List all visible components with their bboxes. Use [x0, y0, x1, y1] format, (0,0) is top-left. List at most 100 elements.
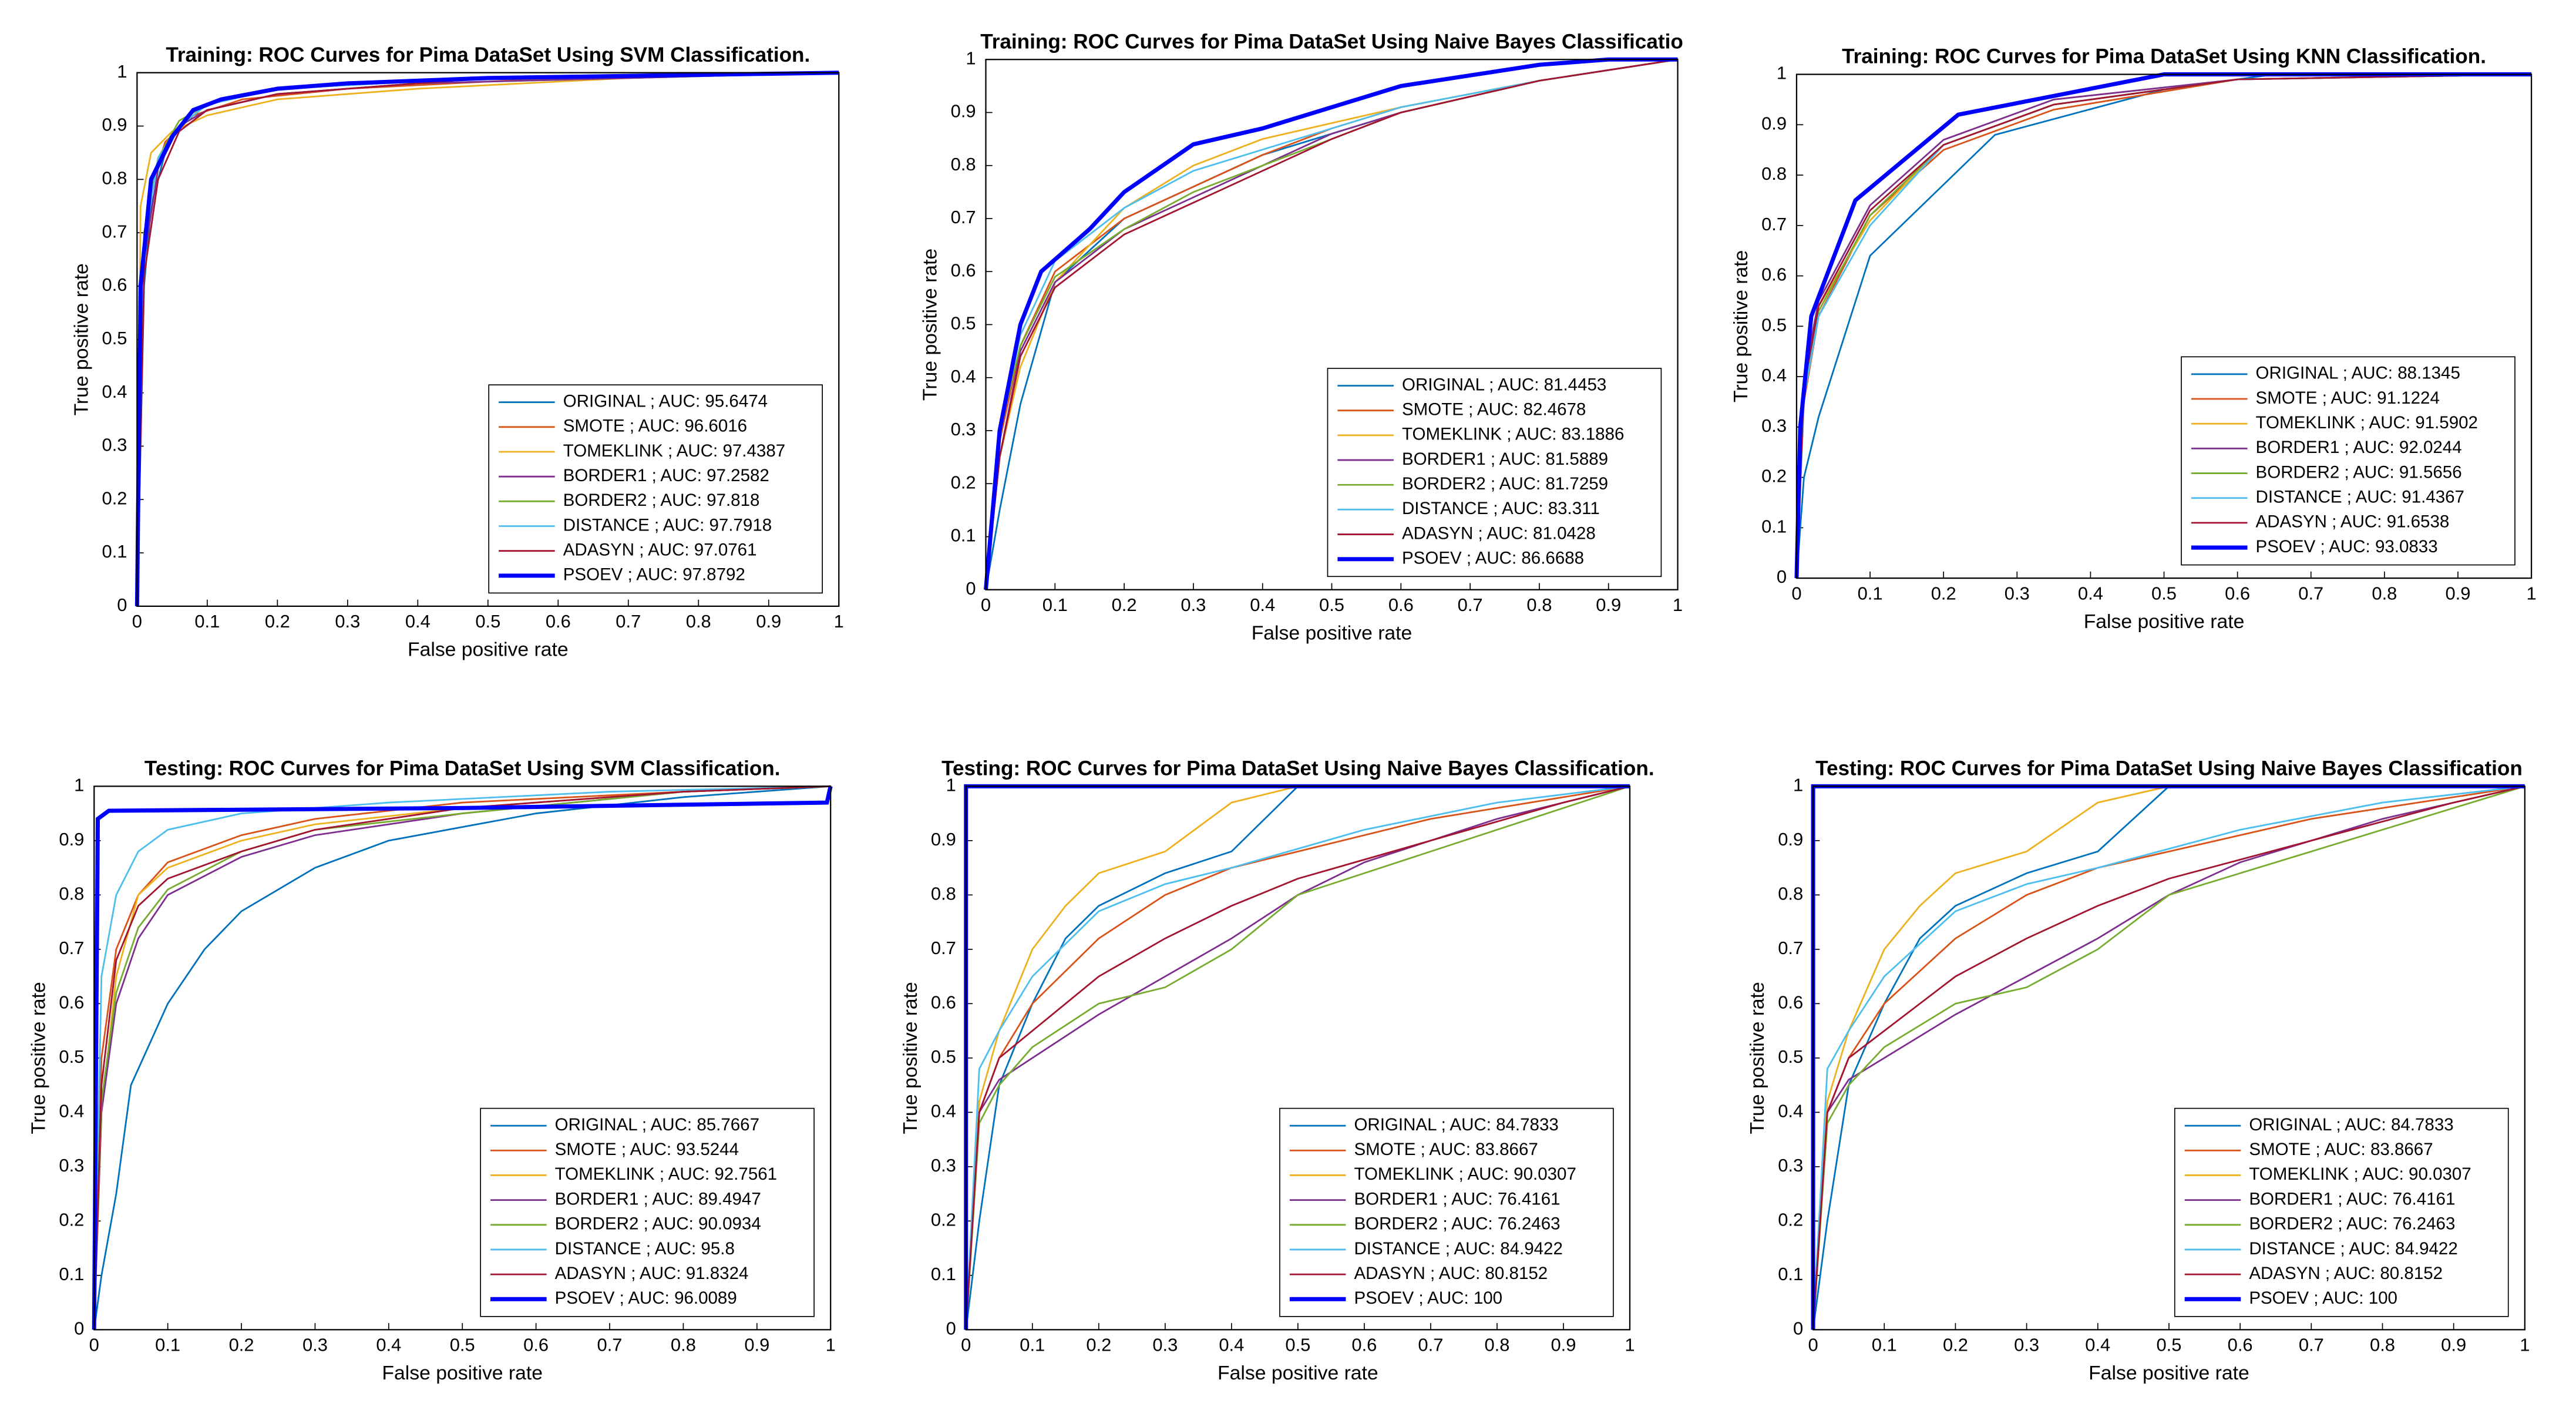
axes-box: [985, 59, 1679, 590]
x-tick-label: 0.5: [450, 1335, 475, 1355]
y-tick-label: 0.1: [1778, 1264, 1803, 1284]
x-axis-label: False positive rate: [2089, 1362, 2249, 1384]
roc-curve: [92, 785, 833, 1330]
legend-label: PSOEV ; AUC: 96.0089: [555, 1288, 737, 1308]
legend-label: ADASYN ; AUC: 97.0761: [563, 540, 757, 559]
y-tick-label: 0.2: [59, 1209, 84, 1230]
y-axis-label: True positive rate: [27, 982, 49, 1134]
x-tick-label: 1: [2520, 1335, 2530, 1355]
y-tick-label: 1: [966, 48, 976, 68]
y-tick-label: 0.3: [931, 1155, 956, 1176]
roc-curve: [134, 70, 839, 606]
y-tick-label: 0: [966, 578, 976, 599]
x-tick-label: 0.3: [1152, 1335, 1178, 1355]
x-tick-label: 0.5: [2156, 1335, 2181, 1355]
legend-label: TOMEKLINK ; AUC: 92.7561: [555, 1164, 777, 1184]
legend-label: PSOEV ; AUC: 97.8792: [563, 565, 745, 585]
x-tick-label: 0.2: [1943, 1335, 1968, 1355]
y-tick-label: 0.6: [102, 274, 127, 295]
axes-box: [93, 785, 832, 1331]
roc-curve: [1812, 785, 2525, 1330]
y-tick-label: 0.7: [951, 207, 976, 227]
x-tick-label: 0.3: [1181, 595, 1206, 615]
legend-label: BORDER1 ; AUC: 89.4947: [555, 1189, 761, 1208]
roc-curve: [965, 785, 1630, 1330]
legend-label: ADASYN ; AUC: 91.8324: [555, 1264, 749, 1283]
x-tick-label: 0.7: [597, 1335, 623, 1355]
x-tick-label: 0.6: [2228, 1335, 2253, 1355]
x-tick-label: 0.5: [1285, 1335, 1310, 1355]
x-tick-label: 0.2: [1931, 583, 1956, 603]
legend-label: BORDER2 ; AUC: 76.2463: [1354, 1214, 1560, 1234]
x-tick-label: 0.5: [475, 611, 500, 632]
x-tick-label: 0.5: [2151, 583, 2177, 603]
roc-curve: [93, 785, 831, 1330]
legend-label: DISTANCE ; AUC: 83.311: [1402, 499, 1600, 518]
axes-box: [1812, 785, 2525, 1331]
x-tick-label: 0.8: [1484, 1335, 1509, 1355]
axes-box: [136, 72, 840, 607]
legend-label: BORDER2 ; AUC: 97.818: [563, 491, 760, 510]
x-tick-label: 1: [2526, 583, 2536, 603]
legend-label: BORDER1 ; AUC: 81.5889: [1402, 449, 1608, 469]
x-tick-label: 0.9: [1596, 595, 1621, 615]
legend-label: PSOEV ; AUC: 100: [1354, 1288, 1502, 1308]
x-tick-label: 0.9: [1551, 1335, 1576, 1355]
legend-label: PSOEV ; AUC: 86.6688: [1402, 549, 1584, 568]
x-tick-label: 0.1: [1858, 583, 1883, 603]
x-tick-label: 0.8: [686, 611, 711, 632]
roc-curve: [965, 785, 1630, 1330]
y-tick-label: 0.8: [1761, 163, 1787, 184]
y-tick-label: 0.9: [931, 829, 956, 850]
x-tick-label: 0.4: [376, 1335, 401, 1355]
y-tick-label: 0.1: [1761, 516, 1787, 536]
legend-label: BORDER1 ; AUC: 76.4161: [2249, 1189, 2455, 1208]
legend-label: ORIGINAL ; AUC: 95.6474: [563, 391, 768, 411]
roc-curve: [136, 72, 839, 606]
legend-label: SMOTE ; AUC: 83.8667: [1354, 1140, 1538, 1159]
legend-label: ADASYN ; AUC: 91.6538: [2256, 512, 2450, 532]
x-tick-label: 1: [1673, 595, 1683, 615]
x-tick-label: 0: [1808, 1335, 1818, 1355]
y-tick-label: 0.6: [1778, 992, 1803, 1012]
x-tick-label: 0.9: [2445, 583, 2470, 603]
legend-label: DISTANCE ; AUC: 97.7918: [563, 515, 772, 535]
y-tick-label: 0: [74, 1318, 84, 1338]
axes-box: [1795, 73, 2533, 579]
y-tick-label: 0.3: [1761, 415, 1787, 436]
roc-curve: [1812, 785, 2525, 1330]
y-tick-label: 0: [1793, 1318, 1803, 1338]
x-tick-label: 0.1: [1042, 595, 1068, 615]
legend-label: ADASYN ; AUC: 81.0428: [1402, 523, 1596, 543]
y-tick-label: 0.5: [951, 313, 976, 334]
y-tick-label: 0.8: [1778, 883, 1803, 904]
chart-title: Training: ROC Curves for Pima DataSet Us…: [980, 30, 1683, 53]
legend-label: BORDER2 ; AUC: 91.5656: [2256, 462, 2462, 482]
x-tick-label: 0.2: [1086, 1335, 1111, 1355]
legend-label: BORDER1 ; AUC: 97.2582: [563, 466, 769, 485]
y-tick-label: 0.7: [1761, 214, 1787, 234]
x-tick-label: 0.3: [302, 1335, 328, 1355]
y-tick-label: 0.9: [59, 829, 84, 850]
x-tick-label: 0.3: [2005, 583, 2030, 603]
y-tick-label: 0.2: [1761, 466, 1787, 486]
x-tick-label: 0.4: [2085, 1335, 2110, 1355]
x-tick-label: 1: [1625, 1335, 1635, 1355]
x-axis-label: False positive rate: [382, 1362, 543, 1384]
roc-curve: [93, 785, 831, 1330]
y-tick-label: 0.8: [951, 154, 976, 174]
x-tick-label: 0: [89, 1335, 99, 1355]
legend-box: [1327, 368, 1662, 578]
x-tick-label: 0.5: [1319, 595, 1344, 615]
legend-label: ORIGINAL ; AUC: 81.4453: [1402, 375, 1606, 394]
legend-label: TOMEKLINK ; AUC: 97.4387: [563, 441, 785, 461]
x-tick-label: 0.3: [335, 611, 360, 632]
x-tick-label: 0.6: [546, 611, 571, 632]
roc-curve: [1795, 73, 2532, 579]
y-tick-label: 0.4: [931, 1100, 956, 1121]
y-tick-label: 0.3: [102, 435, 127, 455]
y-tick-label: 0.2: [102, 488, 127, 508]
chart-title: Testing: ROC Curves for Pima DataSet Usi…: [144, 757, 781, 780]
legend-label: ORIGINAL ; AUC: 84.7833: [1354, 1115, 1558, 1134]
roc-curve: [983, 57, 1678, 590]
